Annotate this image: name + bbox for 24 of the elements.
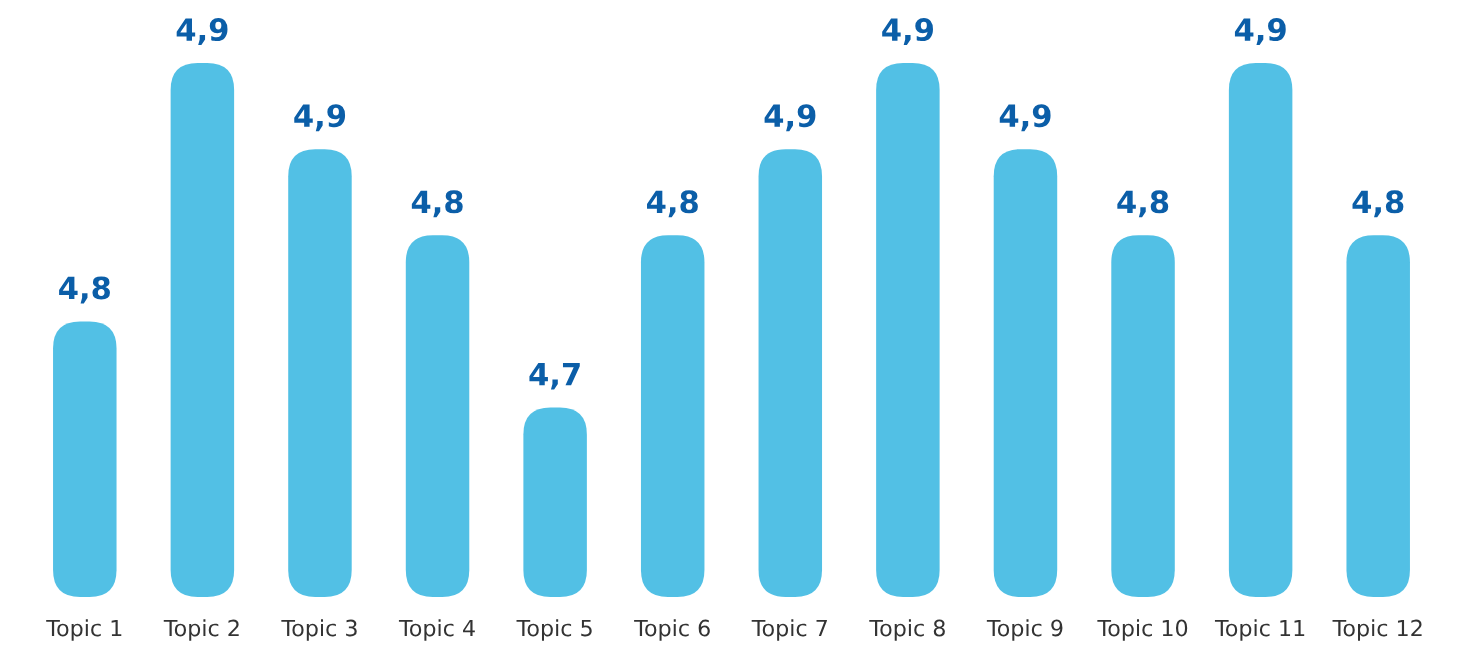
data-label: 4,8 [59, 276, 110, 304]
x-tick-label: Topic 4 [398, 619, 475, 641]
x-tick-label: Topic 1 [46, 619, 122, 641]
x-tick-label: Topic 12 [1332, 619, 1422, 641]
data-label: 4,9 [764, 104, 816, 132]
data-label: 4,7 [529, 362, 580, 390]
data-label: 4,9 [176, 18, 228, 46]
data-label: 4,9 [294, 104, 346, 132]
data-label: 4,8 [1352, 190, 1404, 218]
x-tick-label: Topic 9 [986, 619, 1063, 641]
x-tick-label: Topic 6 [634, 619, 710, 641]
data-label: 4,9 [882, 18, 933, 46]
x-tick-label: Topic 2 [163, 619, 239, 641]
x-tick-label: Topic 10 [1097, 619, 1188, 641]
x-tick-label: Topic 3 [281, 619, 357, 641]
x-tick-label: Topic 11 [1214, 619, 1305, 641]
data-label: 4,9 [1234, 18, 1286, 46]
x-tick-label: Topic 8 [869, 619, 945, 641]
data-label: 4,8 [411, 190, 463, 218]
data-label: 4,8 [647, 190, 698, 218]
x-tick-label: Topic 7 [751, 619, 827, 641]
data-label: 4,9 [999, 104, 1051, 132]
x-tick-label: Topic 5 [516, 619, 592, 641]
data-label: 4,8 [1117, 190, 1169, 218]
